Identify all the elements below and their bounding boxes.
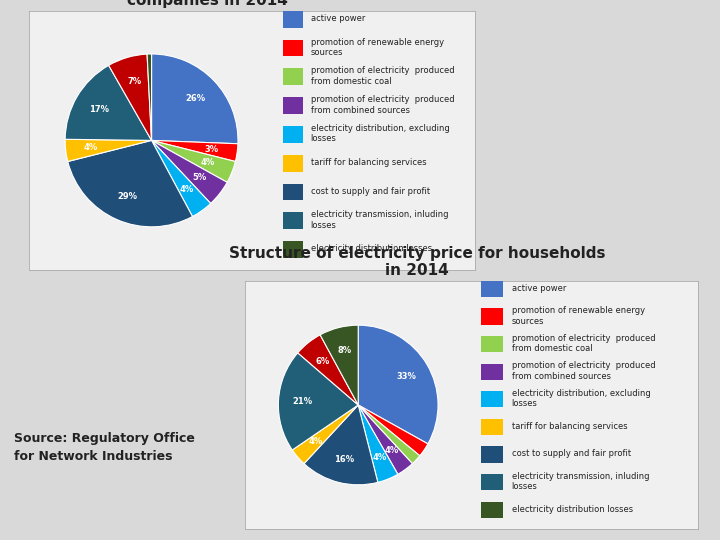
Wedge shape xyxy=(152,140,227,204)
Text: cost to supply and fair profit: cost to supply and fair profit xyxy=(310,187,430,196)
FancyBboxPatch shape xyxy=(481,281,503,297)
FancyBboxPatch shape xyxy=(481,419,503,435)
FancyBboxPatch shape xyxy=(481,363,503,380)
Wedge shape xyxy=(359,405,420,464)
Wedge shape xyxy=(359,405,428,456)
Text: electricity distribution losses: electricity distribution losses xyxy=(512,504,633,514)
Text: active power: active power xyxy=(310,14,365,23)
FancyBboxPatch shape xyxy=(284,97,303,114)
Text: 4%: 4% xyxy=(84,143,98,152)
FancyBboxPatch shape xyxy=(284,11,303,28)
Text: tariff for balancing services: tariff for balancing services xyxy=(512,422,627,431)
FancyBboxPatch shape xyxy=(481,447,503,463)
Text: 17%: 17% xyxy=(89,105,109,114)
FancyBboxPatch shape xyxy=(284,126,303,143)
Wedge shape xyxy=(358,325,438,444)
FancyBboxPatch shape xyxy=(481,308,503,325)
Text: promotion of renewable energy
sources: promotion of renewable energy sources xyxy=(310,38,444,57)
Text: 5%: 5% xyxy=(192,173,207,183)
Text: promotion of electricity  produced
from domestic coal: promotion of electricity produced from d… xyxy=(310,66,454,86)
Text: 3%: 3% xyxy=(204,145,219,153)
Wedge shape xyxy=(147,54,152,140)
FancyBboxPatch shape xyxy=(284,39,303,57)
Text: tariff for balancing services: tariff for balancing services xyxy=(310,158,426,167)
FancyBboxPatch shape xyxy=(284,69,303,85)
Text: 4%: 4% xyxy=(372,453,387,462)
FancyBboxPatch shape xyxy=(284,155,303,172)
Text: 33%: 33% xyxy=(397,372,417,381)
Wedge shape xyxy=(109,54,152,140)
Text: promotion of electricity  produced
from combined sources: promotion of electricity produced from c… xyxy=(512,361,655,381)
Text: electricity transmission, inluding
losses: electricity transmission, inluding losse… xyxy=(512,472,649,491)
Wedge shape xyxy=(359,405,413,474)
Text: 16%: 16% xyxy=(334,455,354,464)
Text: 8%: 8% xyxy=(337,346,351,355)
Text: Structure of electricity price for households
in 2014: Structure of electricity price for house… xyxy=(229,246,606,278)
Text: Source: Regulatory Office
for Network Industries: Source: Regulatory Office for Network In… xyxy=(14,432,195,463)
Text: promotion of electricity  produced
from domestic coal: promotion of electricity produced from d… xyxy=(512,334,655,353)
Text: promotion of electricity  produced
from combined sources: promotion of electricity produced from c… xyxy=(310,95,454,114)
Text: electricity distribution, excluding
losses: electricity distribution, excluding loss… xyxy=(512,389,650,408)
Wedge shape xyxy=(68,140,192,227)
FancyBboxPatch shape xyxy=(481,336,503,352)
FancyBboxPatch shape xyxy=(284,184,303,200)
FancyBboxPatch shape xyxy=(284,241,303,258)
FancyBboxPatch shape xyxy=(481,502,503,518)
Text: electricity distribution losses: electricity distribution losses xyxy=(310,245,432,253)
Text: Structure of electricity price for small
companies in 2014: Structure of electricity price for small… xyxy=(45,0,369,8)
Wedge shape xyxy=(320,325,359,405)
Text: 26%: 26% xyxy=(185,94,205,103)
Text: 4%: 4% xyxy=(384,446,399,455)
Text: electricity distribution, excluding
losses: electricity distribution, excluding loss… xyxy=(310,124,449,144)
FancyBboxPatch shape xyxy=(481,474,503,490)
Wedge shape xyxy=(304,405,378,485)
Wedge shape xyxy=(152,140,235,183)
Wedge shape xyxy=(292,405,359,464)
Text: 21%: 21% xyxy=(292,397,312,406)
Text: 4%: 4% xyxy=(308,437,323,446)
Wedge shape xyxy=(298,335,359,405)
Wedge shape xyxy=(151,54,238,144)
Wedge shape xyxy=(152,140,238,161)
FancyBboxPatch shape xyxy=(284,212,303,230)
Wedge shape xyxy=(279,353,359,450)
Wedge shape xyxy=(359,405,398,482)
Text: 4%: 4% xyxy=(201,158,215,167)
Wedge shape xyxy=(65,139,152,161)
Wedge shape xyxy=(152,140,211,217)
Text: 29%: 29% xyxy=(117,192,137,201)
Text: cost to supply and fair profit: cost to supply and fair profit xyxy=(512,449,631,458)
Text: 4%: 4% xyxy=(180,185,194,194)
Wedge shape xyxy=(65,65,152,140)
Text: electricity transmission, inluding
losses: electricity transmission, inluding losse… xyxy=(310,211,448,230)
Text: 7%: 7% xyxy=(127,77,141,86)
Text: promotion of renewable energy
sources: promotion of renewable energy sources xyxy=(512,306,645,326)
Text: 6%: 6% xyxy=(316,357,330,366)
Text: active power: active power xyxy=(512,284,566,293)
FancyBboxPatch shape xyxy=(481,391,503,407)
